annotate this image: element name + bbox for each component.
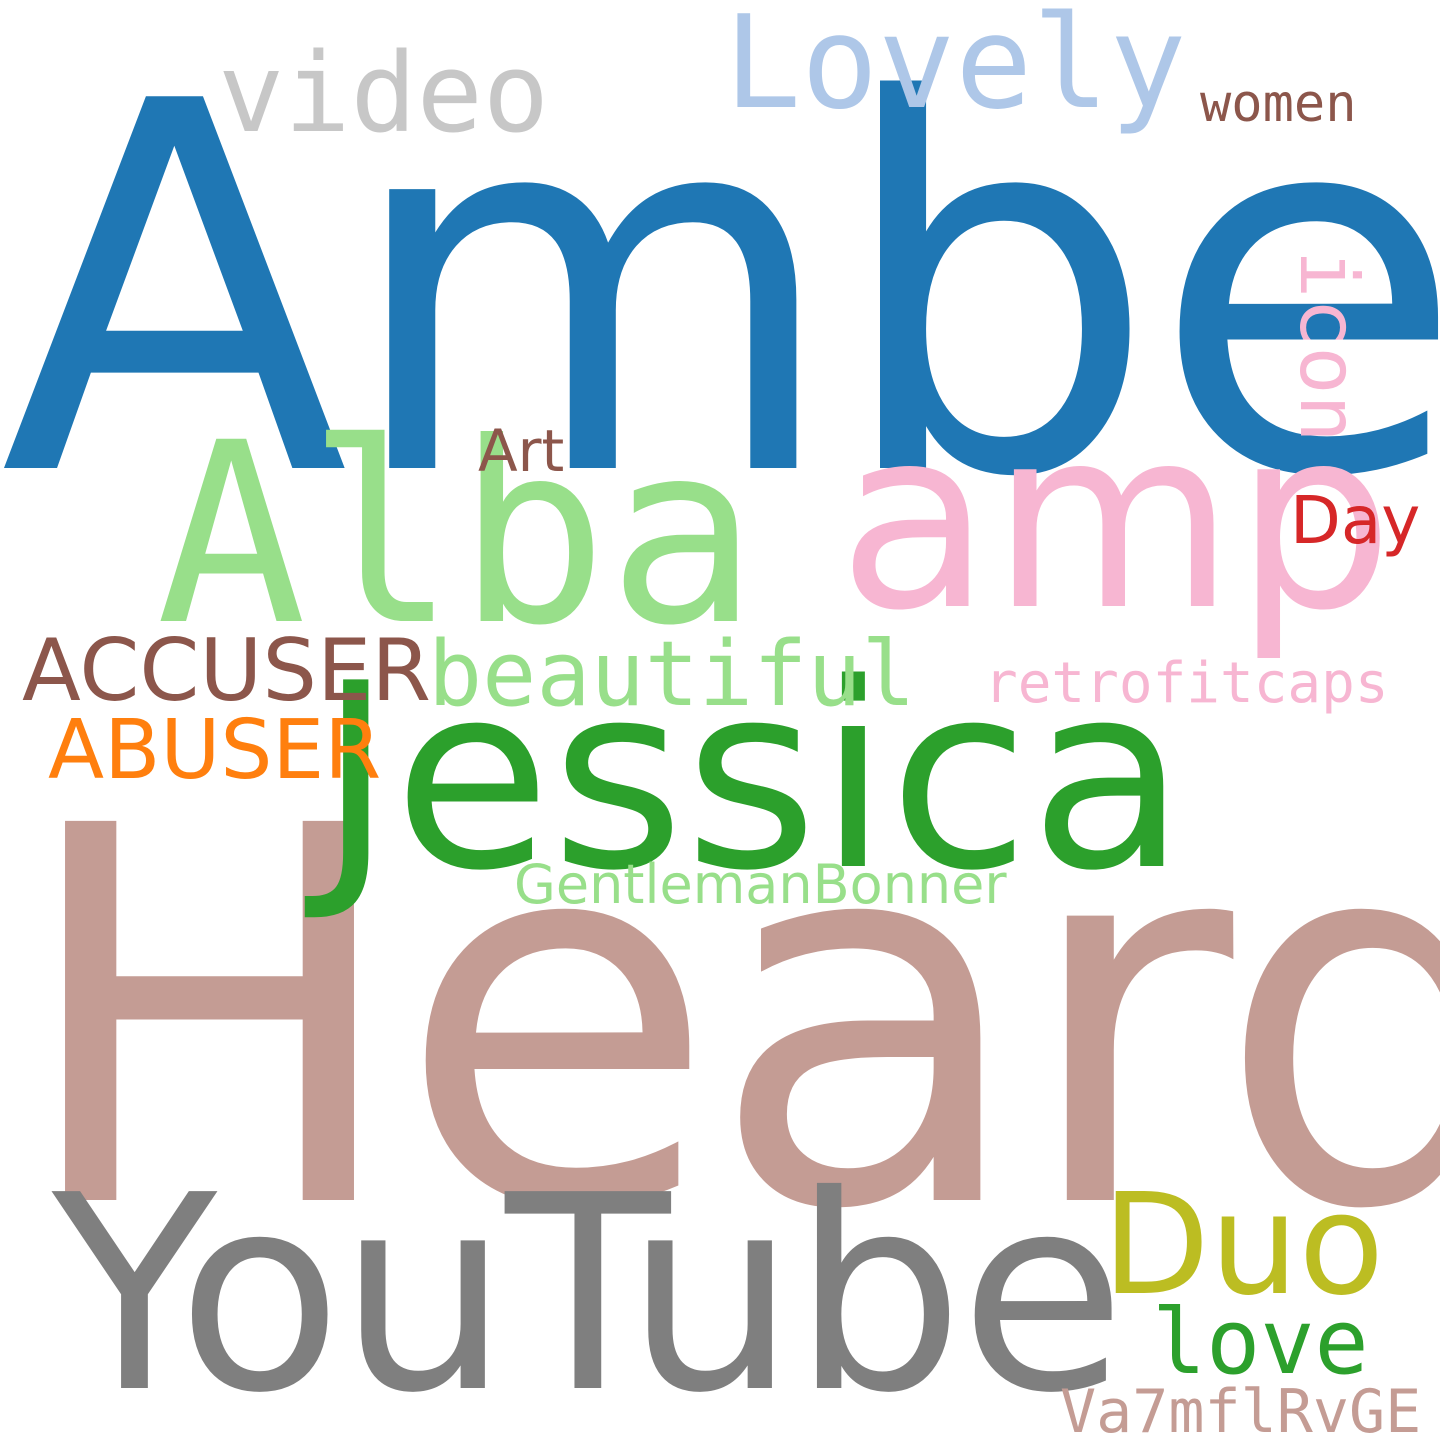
word-heard: Heard <box>14 717 1440 1323</box>
word-duo: Duo <box>1102 1164 1385 1327</box>
word-youtube: YouTube <box>52 1137 1126 1440</box>
word-abuser: ABUSER <box>48 703 382 798</box>
word-va7mflrvge: Va7mflRvGE <box>1060 1377 1422 1440</box>
word-alba: Alba <box>156 389 759 680</box>
word-gentlemanbonner: GentlemanBonner <box>514 853 1007 916</box>
word-women: women <box>1200 74 1357 134</box>
word-amber: Amber <box>0 0 1440 589</box>
word-video: video <box>218 29 550 157</box>
word-icon: icon <box>1282 250 1375 443</box>
word-retrofitcaps: retrofitcaps <box>984 651 1389 716</box>
word-accuser: ACCUSER <box>22 621 432 721</box>
word-beautiful: beautiful <box>428 622 916 727</box>
word-love: love <box>1152 1290 1369 1395</box>
word-jessica: Jessica <box>318 629 1187 927</box>
word-art: Art <box>478 417 565 485</box>
word-amp: amp <box>838 374 1394 665</box>
word-lovely: Lovely <box>724 0 1187 138</box>
word-day: Day <box>1290 482 1421 559</box>
